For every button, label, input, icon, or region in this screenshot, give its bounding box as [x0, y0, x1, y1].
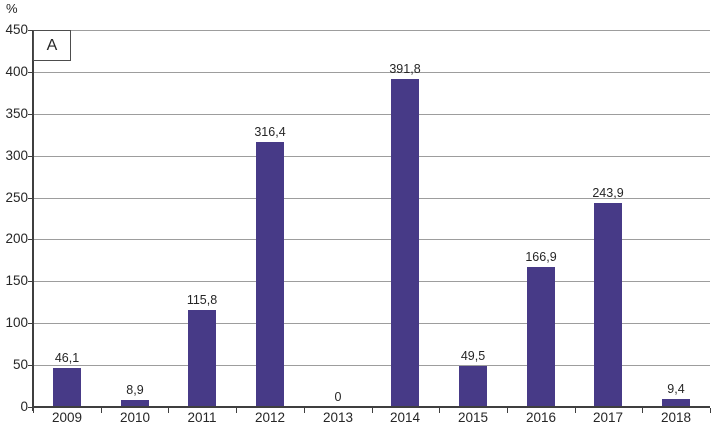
- y-tick-label: 0: [20, 399, 28, 414]
- panel-label-box: A: [33, 30, 71, 61]
- gridline: [33, 114, 710, 115]
- x-tick-mark: [642, 408, 643, 413]
- bar: [188, 310, 216, 407]
- x-tick-label: 2011: [187, 410, 217, 425]
- y-tick-label: 450: [5, 22, 28, 37]
- x-tick-mark: [575, 408, 576, 413]
- bar: [459, 366, 487, 407]
- x-tick-label: 2012: [254, 410, 286, 425]
- bar: [662, 399, 690, 407]
- panel-label: A: [46, 36, 58, 54]
- x-tick-mark: [710, 408, 711, 413]
- bar-value-label: 0: [334, 390, 342, 404]
- y-tick-mark: [28, 239, 33, 240]
- y-axis-unit-label: %: [6, 1, 18, 16]
- bar: [391, 79, 419, 407]
- bar: [594, 203, 622, 407]
- x-axis-line: [33, 406, 710, 408]
- y-tick-label: 50: [12, 357, 28, 372]
- x-tick-mark: [507, 408, 508, 413]
- gridline: [33, 281, 710, 282]
- y-tick-mark: [28, 72, 33, 73]
- y-tick-label: 350: [5, 106, 28, 121]
- x-tick-mark: [101, 408, 102, 413]
- y-tick-label: 250: [5, 190, 28, 205]
- x-tick-label: 2018: [660, 410, 692, 425]
- gridline: [33, 323, 710, 324]
- bar-value-label: 9,4: [667, 382, 685, 396]
- gridline: [33, 198, 710, 199]
- y-tick-label: 300: [5, 148, 28, 163]
- y-tick-mark: [28, 323, 33, 324]
- bar-value-label: 49,5: [460, 349, 486, 363]
- bar-value-label: 46,1: [54, 351, 80, 365]
- y-tick-mark: [28, 114, 33, 115]
- gridline: [33, 156, 710, 157]
- y-tick-label: 400: [5, 64, 28, 79]
- x-tick-mark: [372, 408, 373, 413]
- y-tick-mark: [28, 30, 33, 31]
- y-tick-label: 200: [5, 231, 28, 246]
- x-tick-mark: [304, 408, 305, 413]
- y-tick-mark: [28, 156, 33, 157]
- y-axis-line: [32, 30, 34, 411]
- x-tick-label: 2017: [592, 410, 624, 425]
- y-tick-label: 150: [5, 273, 28, 288]
- y-tick-mark: [28, 407, 33, 408]
- bar: [53, 368, 81, 407]
- y-tick-mark: [28, 365, 33, 366]
- x-tick-label: 2014: [389, 410, 421, 425]
- bar-value-label: 166,9: [525, 250, 557, 264]
- x-tick-label: 2016: [525, 410, 557, 425]
- x-tick-mark: [236, 408, 237, 413]
- gridline: [33, 365, 710, 366]
- gridline: [33, 239, 710, 240]
- bar: [527, 267, 555, 407]
- bar: [121, 400, 149, 407]
- gridline: [33, 30, 710, 31]
- x-tick-label: 2015: [457, 410, 489, 425]
- bar-value-label: 391,8: [389, 62, 421, 76]
- bar-value-label: 316,4: [254, 125, 286, 139]
- bar-value-label: 8,9: [126, 383, 144, 397]
- bar-value-label: 243,9: [592, 186, 624, 200]
- x-tick-label: 2013: [322, 410, 354, 425]
- x-tick-label: 2010: [119, 410, 151, 425]
- x-tick-label: 2009: [51, 410, 83, 425]
- bar-value-label: 115,8: [186, 293, 218, 307]
- x-tick-mark: [168, 408, 169, 413]
- y-tick-mark: [28, 281, 33, 282]
- gridline: [33, 72, 710, 73]
- y-tick-mark: [28, 198, 33, 199]
- y-tick-label: 100: [5, 315, 28, 330]
- x-tick-mark: [439, 408, 440, 413]
- bar: [256, 142, 284, 407]
